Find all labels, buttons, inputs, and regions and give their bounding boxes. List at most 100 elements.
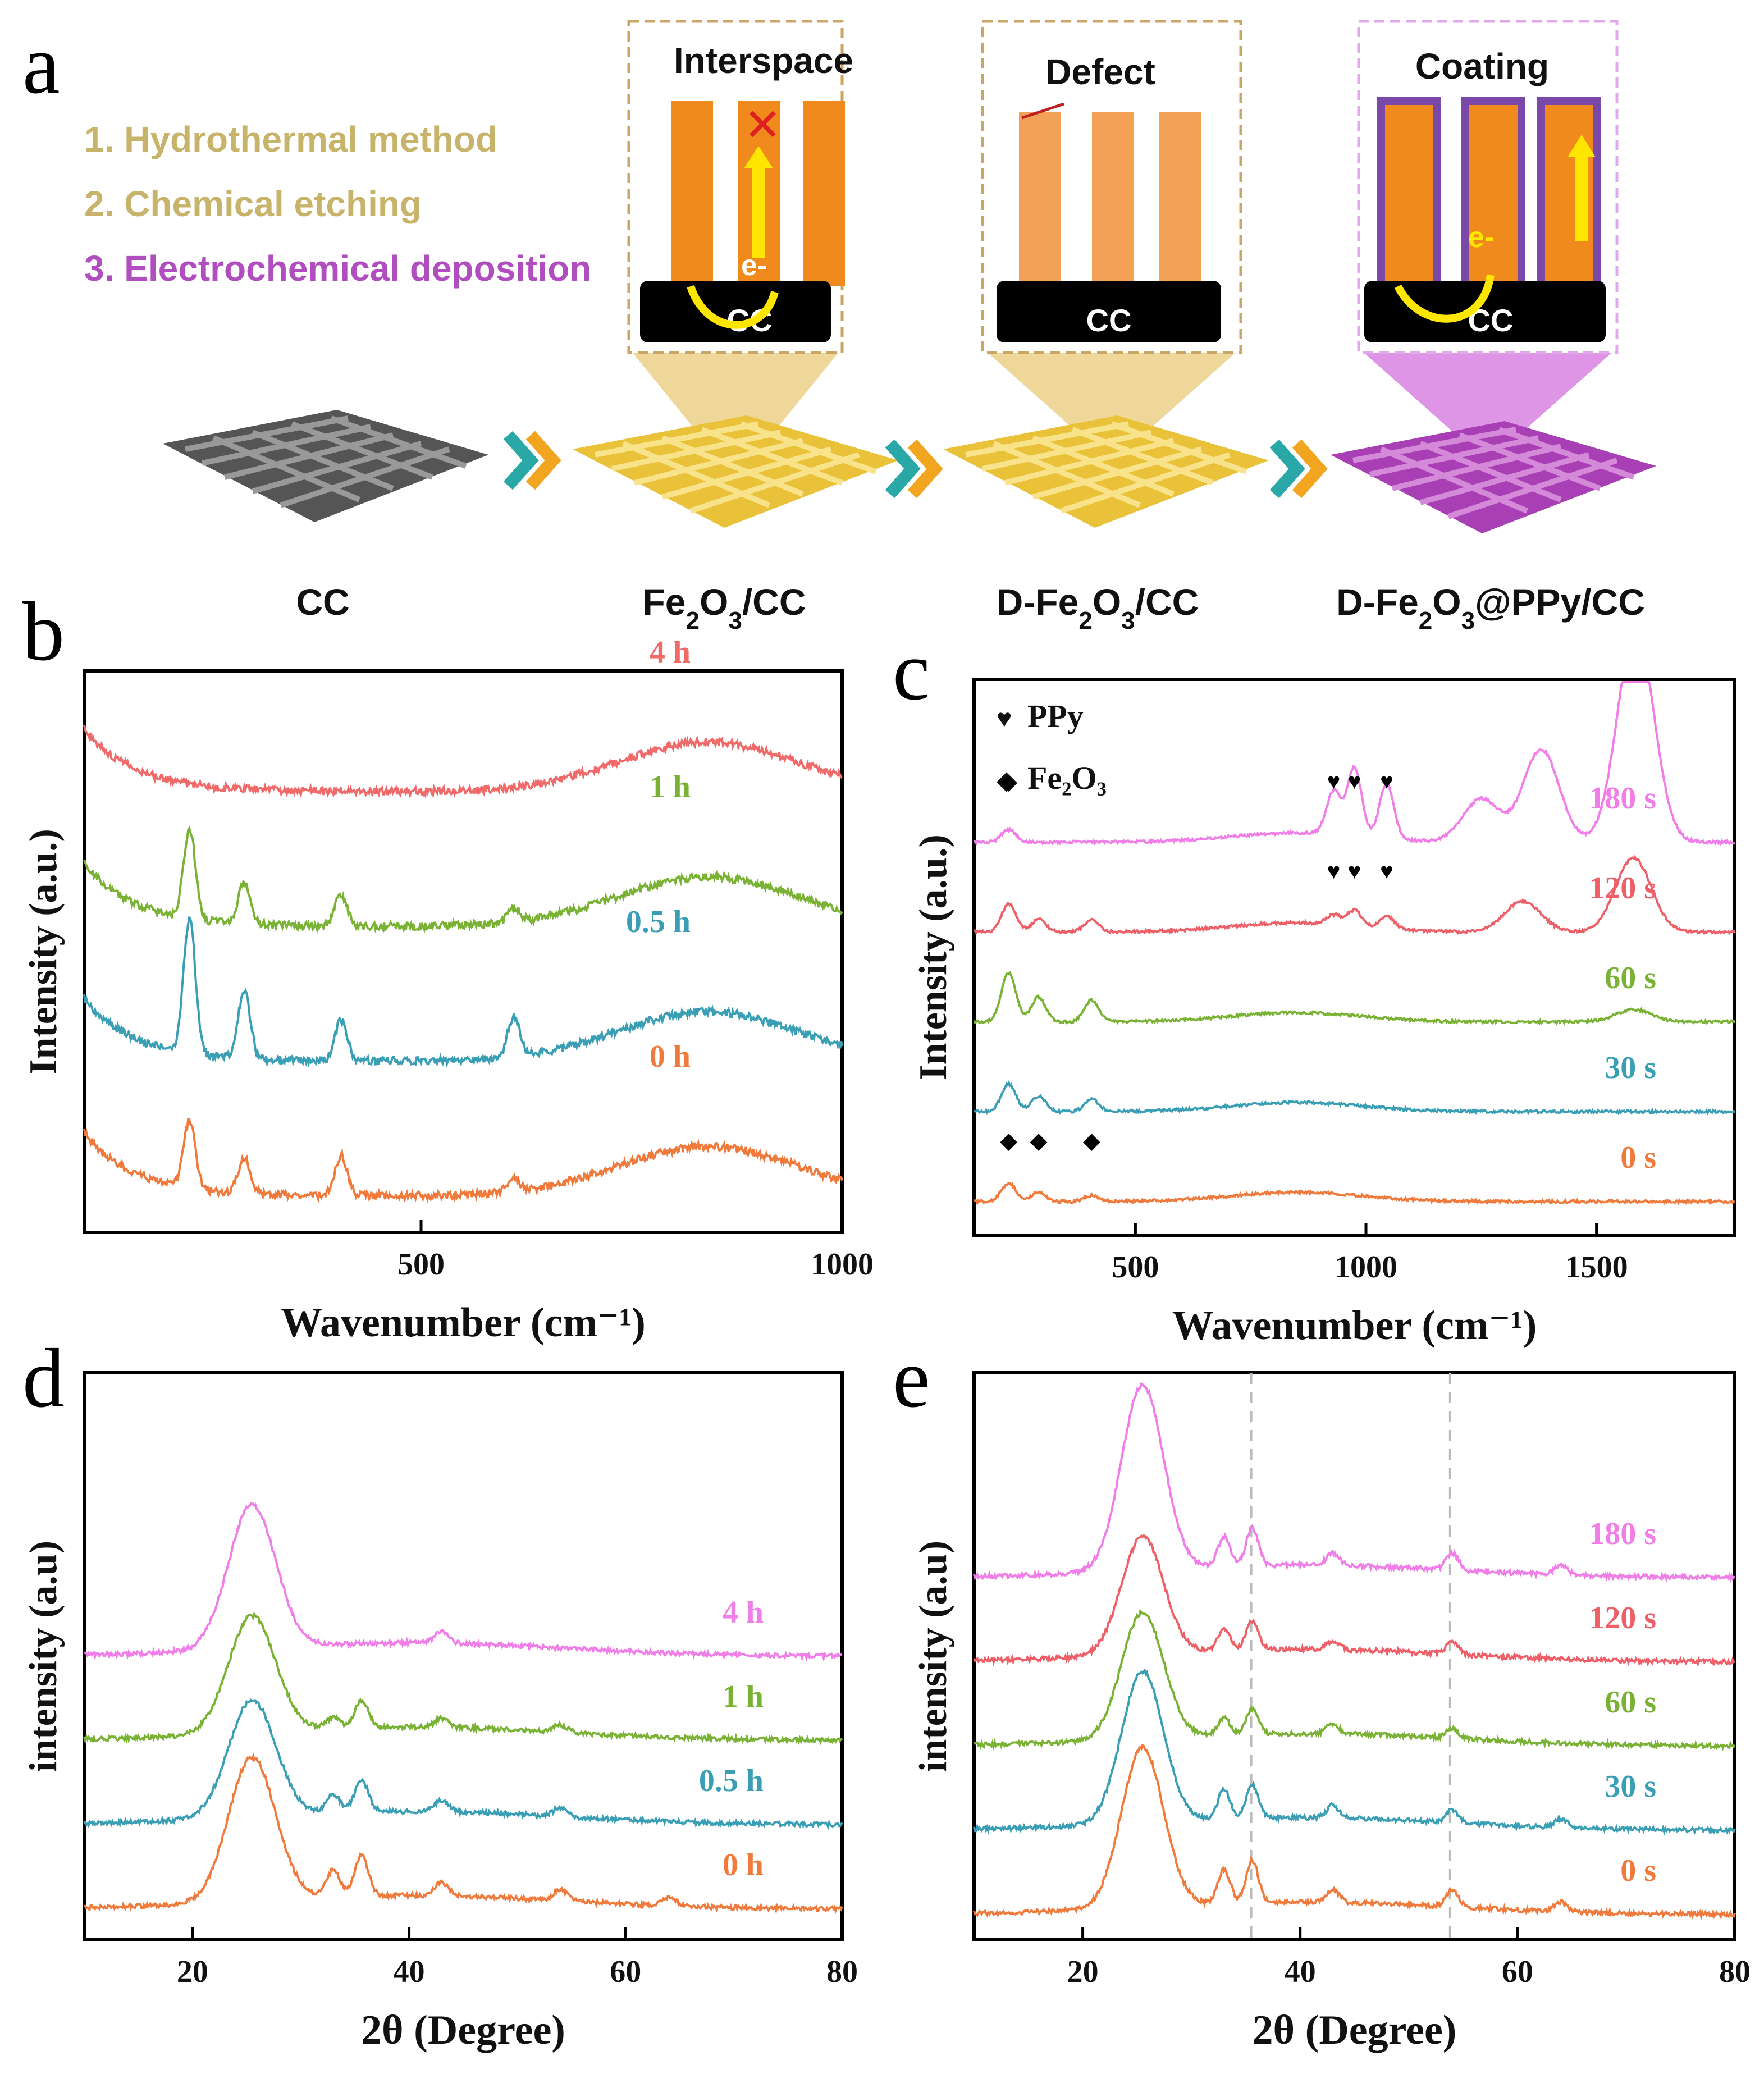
series-line: [83, 1611, 843, 1746]
y-axis-label: Intensity (a.u.): [22, 829, 65, 1075]
electron-label: e-: [1468, 221, 1494, 254]
box-title: Interspace: [674, 40, 853, 81]
series-line: [973, 1668, 1736, 1836]
heart-marker-icon: ♥: [1380, 858, 1393, 884]
series-label: 0 h: [650, 1039, 691, 1074]
chevron-right-icon: [525, 431, 561, 490]
defect-nanorod: [1092, 112, 1134, 286]
chevron-arrow-3: [1269, 439, 1328, 499]
cloth-shape: [163, 410, 488, 522]
series-line: [83, 825, 843, 934]
box-title: Defect: [1045, 52, 1155, 92]
material-label-part: 3: [1121, 607, 1135, 634]
coated-nanorod: [1537, 97, 1601, 290]
series-label: 30 s: [1605, 1769, 1656, 1804]
x-tick-label: 80: [826, 1954, 858, 1989]
material-label-part: 2: [1078, 607, 1092, 634]
chevron-right-icon: [1269, 439, 1305, 499]
series-line: [974, 1182, 1736, 1206]
defect-nanorod: [1159, 112, 1201, 286]
series-label: 60 s: [1605, 961, 1656, 995]
series-label: 1 h: [650, 770, 691, 805]
y-axis-label: Intensity (a.u.): [912, 834, 955, 1080]
series-line: [83, 1118, 843, 1204]
cloth-shape: [943, 415, 1269, 528]
plot-frame: [972, 1371, 1736, 1941]
x-tick-label: 60: [610, 1954, 641, 1989]
diamond-icon: ◆: [997, 766, 1017, 794]
heart-marker-icon: ♥: [1348, 858, 1361, 884]
material-label-part: O: [700, 581, 728, 623]
blocked-cross-icon: ✕: [744, 100, 782, 150]
pointer-arrow: [1021, 102, 1064, 120]
chart-b: 500 1000 Wavenumber (cm⁻¹) Intensity (a.u.)…: [22, 635, 874, 1346]
series-line: [974, 854, 1736, 935]
material-label-part: @PPy/CC: [1475, 581, 1645, 623]
interspace-box: Interspace CC ✕ e-: [627, 20, 853, 438]
coated-nanorod: [1377, 97, 1441, 290]
electron-arrowhead: [1568, 135, 1596, 157]
series-label: 0.5 h: [699, 1764, 764, 1798]
cloth-shape: [573, 415, 898, 528]
panel-letter-c: c: [893, 624, 930, 718]
substrate-block: [997, 281, 1221, 342]
curved-electron-path: [1394, 274, 1495, 323]
chevron-right-icon: [907, 439, 943, 499]
series-label: 0 s: [1620, 1140, 1656, 1175]
series-line: [83, 1698, 843, 1830]
series-label: 180 s: [1589, 781, 1656, 816]
x-tick-label: 20: [177, 1954, 208, 1989]
cc-cloth: [163, 410, 488, 522]
y-axis-label: intensity (a.u): [22, 1541, 65, 1772]
x-axis-label: 2θ (Degree): [1253, 2007, 1457, 2053]
series-label: 120 s: [1589, 1601, 1656, 1636]
series-label: 1 h: [723, 1679, 764, 1714]
chevron-arrow-1: [503, 431, 561, 490]
chart-d: 20 40 60 80 2θ (Degree) intensity (a.u) 4 h 1 h…: [22, 1371, 858, 2053]
x-tick-label: 60: [1502, 1954, 1533, 1989]
material-label-fe2o3-cc: Fe2O3/CC: [642, 581, 806, 634]
series-label: 0 s: [1620, 1853, 1656, 1888]
panel-a: a 1. Hydrothermal method 2. Chemical etc…: [22, 18, 1656, 634]
plot-frame: [83, 1371, 844, 1941]
series-line: [84, 1502, 843, 1662]
series-line: [973, 1382, 1735, 1583]
y-axis-label: intensity (a.u): [912, 1541, 955, 1772]
cloth-weave: [965, 421, 1247, 514]
nanorod: [803, 101, 845, 286]
heart-marker-icon: ♥: [1327, 769, 1341, 794]
chart-e: 20 40 60 80 2θ (Degree) intensity (a.u) 180 s 1…: [912, 1371, 1751, 2053]
panel-letter-d: d: [22, 1332, 65, 1425]
coated-nanorod: [1461, 97, 1525, 290]
series-label: 4 h: [650, 635, 691, 670]
series-label: 0.5 h: [626, 904, 691, 939]
series-line: [973, 681, 1735, 846]
x-tick-label: 40: [1285, 1954, 1316, 1989]
series-line: [83, 1752, 843, 1915]
projection-beam: [982, 348, 1241, 438]
legend-label: Fe₂O₃: [1027, 760, 1107, 796]
series-line: [973, 1609, 1736, 1751]
material-label-part: Fe: [642, 581, 686, 623]
x-axis-label: Wavenumber (cm⁻¹): [281, 1300, 646, 1346]
defect-nanorod: [1019, 112, 1061, 286]
panel-letter-e: e: [893, 1332, 930, 1425]
material-label-part: /CC: [742, 581, 806, 623]
projection-beam: [1359, 348, 1617, 438]
heart-icon: ♥: [997, 704, 1012, 733]
chart-c: 500 1000 1500 Wavenumber (cm⁻¹) Intensity (a…: [912, 678, 1736, 1349]
box-title: Coating: [1415, 46, 1549, 86]
chevron-arrow-2: [885, 439, 943, 499]
electron-label: e-: [741, 249, 767, 282]
series-label: 180 s: [1589, 1516, 1656, 1551]
material-label-d-fe2o3-ppy-cc: D-Fe2O3@PPy/CC: [1336, 581, 1645, 634]
heart-marker-icon: ♥: [1327, 858, 1341, 884]
x-tick-label: 20: [1067, 1954, 1099, 1989]
electron-arrowhead: [744, 146, 773, 168]
defect-box: Defect CC: [981, 20, 1242, 438]
series-label: 120 s: [1589, 871, 1656, 906]
diamond-marker-icon: ◆: [1000, 1128, 1017, 1153]
material-label-cc: CC: [296, 581, 349, 623]
x-tick-label: 80: [1719, 1954, 1751, 1989]
nanorod: [671, 101, 713, 286]
